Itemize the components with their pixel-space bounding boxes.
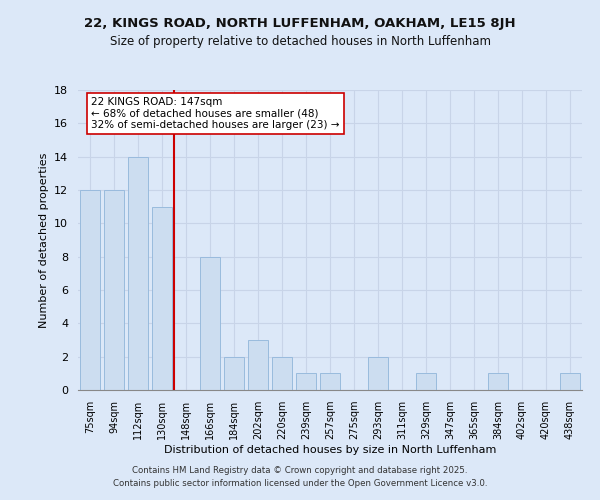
Bar <box>560 374 580 390</box>
Bar <box>248 340 268 390</box>
Bar <box>152 206 172 390</box>
X-axis label: Distribution of detached houses by size in North Luffenham: Distribution of detached houses by size … <box>164 445 496 455</box>
Text: Contains HM Land Registry data © Crown copyright and database right 2025.
Contai: Contains HM Land Registry data © Crown c… <box>113 466 487 487</box>
Bar <box>320 374 340 390</box>
Bar <box>224 356 244 390</box>
Bar <box>272 356 292 390</box>
Bar <box>80 190 100 390</box>
Bar <box>296 374 316 390</box>
Bar <box>200 256 220 390</box>
Text: 22 KINGS ROAD: 147sqm
← 68% of detached houses are smaller (48)
32% of semi-deta: 22 KINGS ROAD: 147sqm ← 68% of detached … <box>91 96 340 130</box>
Text: 22, KINGS ROAD, NORTH LUFFENHAM, OAKHAM, LE15 8JH: 22, KINGS ROAD, NORTH LUFFENHAM, OAKHAM,… <box>84 18 516 30</box>
Y-axis label: Number of detached properties: Number of detached properties <box>38 152 49 328</box>
Bar <box>488 374 508 390</box>
Bar <box>368 356 388 390</box>
Text: Size of property relative to detached houses in North Luffenham: Size of property relative to detached ho… <box>110 35 491 48</box>
Bar <box>128 156 148 390</box>
Bar <box>416 374 436 390</box>
Bar <box>104 190 124 390</box>
